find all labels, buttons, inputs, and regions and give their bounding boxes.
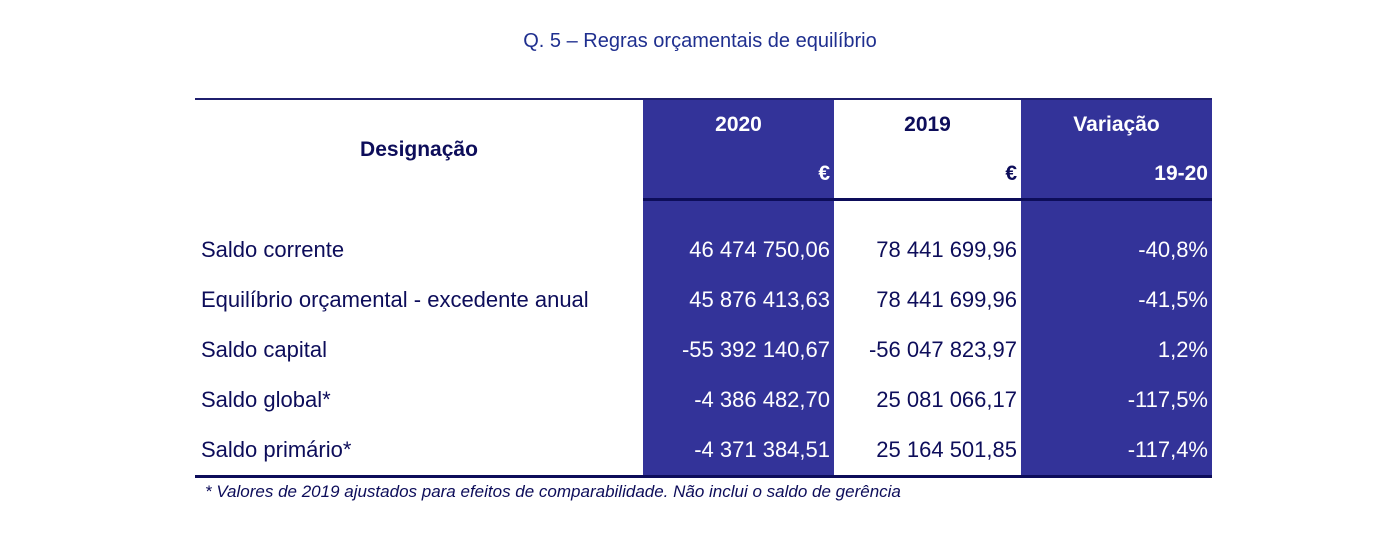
- row-label: Equilíbrio orçamental - excedente anual: [201, 287, 589, 312]
- header-2019: 2019: [834, 98, 1021, 150]
- row-label: Saldo corrente: [201, 237, 345, 262]
- budget-rules-table: Designação 2020 2019 Variação € € 19-20 …: [195, 98, 1212, 478]
- row-label: Saldo global*: [201, 387, 331, 412]
- header-2020: 2020: [643, 98, 834, 150]
- value-2019: -56 047 823,97: [868, 337, 1017, 362]
- footnote: * Valores de 2019 ajustados para efeitos…: [205, 482, 901, 501]
- table-title: Q. 5 – Regras orçamentais de equilíbrio: [523, 30, 877, 52]
- table-row: Saldo capital -55 392 140,67 -56 047 823…: [195, 325, 1212, 375]
- value-variacao: -117,4%: [1021, 425, 1212, 478]
- row-label: Saldo primário*: [195, 425, 643, 478]
- value-2020: -4 386 482,70: [643, 375, 834, 425]
- value-variacao: -41,5%: [1021, 275, 1212, 325]
- table-row: Saldo primário* -4 371 384,51 25 164 501…: [195, 425, 1212, 478]
- value-2019: 25 081 066,17: [876, 387, 1017, 412]
- unit-2019: €: [834, 150, 1021, 201]
- value-2020: 46 474 750,06: [643, 225, 834, 275]
- table-row: Saldo corrente 46 474 750,06 78 441 699,…: [195, 225, 1212, 275]
- value-variacao: 1,2%: [1021, 325, 1212, 375]
- row-label: Saldo capital: [201, 337, 327, 362]
- table-row: Equilíbrio orçamental - excedente anual …: [195, 275, 1212, 325]
- header-variacao: Variação: [1021, 98, 1212, 150]
- value-2020: -55 392 140,67: [643, 325, 834, 375]
- variacao-period: 19-20: [1021, 150, 1212, 201]
- value-variacao: -117,5%: [1021, 375, 1212, 425]
- table-row: Saldo global* -4 386 482,70 25 081 066,1…: [195, 375, 1212, 425]
- value-2019: 25 164 501,85: [834, 425, 1021, 478]
- unit-2020: €: [643, 150, 834, 201]
- value-2019: 78 441 699,96: [876, 287, 1017, 312]
- budget-table-container: Designação 2020 2019 Variação € € 19-20 …: [195, 98, 1212, 478]
- value-variacao: -40,8%: [1021, 225, 1212, 275]
- value-2019: 78 441 699,96: [876, 237, 1017, 262]
- value-2020: 45 876 413,63: [643, 275, 834, 325]
- header-designacao: Designação: [195, 98, 643, 200]
- spacer-row: [195, 199, 1212, 225]
- value-2020: -4 371 384,51: [643, 425, 834, 478]
